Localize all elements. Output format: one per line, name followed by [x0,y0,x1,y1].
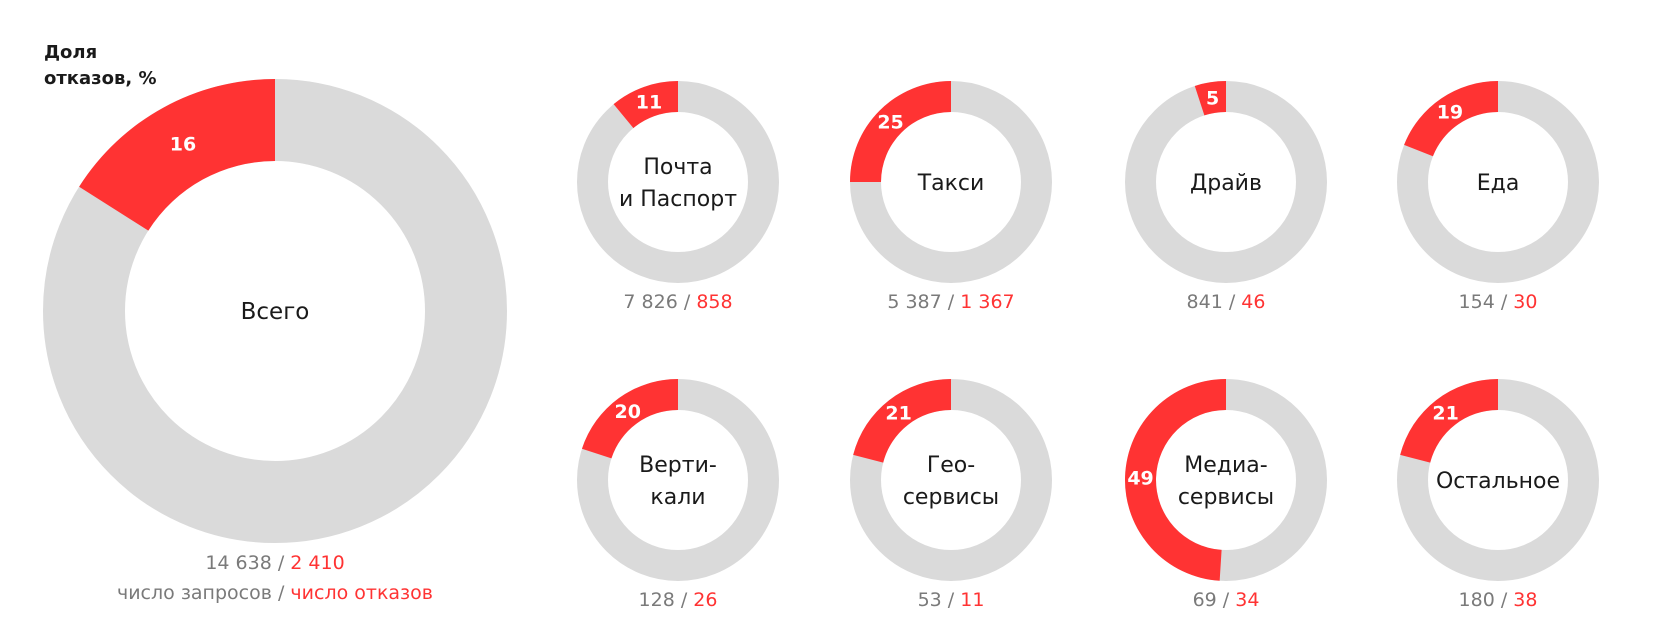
count-separator: / [942,291,960,313]
segment-label: Всего [241,299,310,325]
donut: 25 Такси 5 387 / 1 367 [850,81,1052,313]
refusal-slice [1124,379,1226,581]
refusals-count: 2 410 [290,552,344,574]
count-separator: / [1495,589,1513,611]
segment-label-line: сервисы [903,485,999,510]
refusal-slice [79,79,275,231]
chart-title-line: отказов, % [44,68,157,89]
percent-label: 21 [885,402,911,424]
requests-count: 69 [1193,589,1217,611]
refusals-count: 34 [1235,589,1259,611]
percent-label: 19 [1437,101,1463,123]
percent-label: 20 [615,401,641,423]
segment-label-line: Такси [917,171,985,196]
counts-label: 180 / 38 [1459,589,1538,611]
donut: 5 Драйв 841 / 46 [1125,81,1327,313]
percent-label: 25 [877,112,903,134]
segment-label-line: Верти- [639,453,717,478]
counts-label: 69 / 34 [1193,589,1260,611]
segment-label: Медиа-сервисы [1178,453,1274,510]
counts-label: 53 / 11 [918,589,985,611]
count-separator: / [942,589,960,611]
percent-label: 5 [1206,88,1219,110]
segment-label-line: сервисы [1178,485,1274,510]
refusal-slice [853,379,951,463]
counts-label: 14 638 / 2 410 [205,552,344,574]
refusal-slice [613,81,678,129]
segment-label: Верти-кали [639,453,717,510]
donut: 21 Гео-сервисы 53 / 11 [850,379,1052,611]
refusal-slice [1194,81,1226,116]
percent-label: 49 [1127,467,1153,489]
donut: 20 Верти-кали 128 / 26 [577,379,779,611]
counts-label: 7 826 / 858 [623,291,732,313]
segment-label: Остальное [1436,469,1560,494]
count-separator: / [1495,291,1513,313]
percent-label: 21 [1432,402,1458,424]
segment-label-line: Еда [1477,171,1520,196]
segment-label-line: Драйв [1190,171,1262,196]
percent-label: 16 [170,134,196,156]
donut: 19 Еда 154 / 30 [1397,81,1599,313]
requests-count: 7 826 [623,291,677,313]
segment-label: Еда [1477,171,1520,196]
donut: 16 Всего 14 638 / 2 410 [43,79,507,574]
segment-label: Почта и Паспорт [619,155,737,212]
count-separator: / [272,552,290,574]
segment-label-line: Всего [241,299,310,325]
donut-track [577,81,779,283]
counts-label: 154 / 30 [1459,291,1538,313]
requests-count: 5 387 [887,291,941,313]
requests-count: 53 [918,589,942,611]
segment-label: Гео-сервисы [903,453,999,510]
percent-label: 11 [636,92,662,114]
count-separator: / [1223,291,1241,313]
segment-label: Такси [917,171,985,196]
refusals-count: 46 [1241,291,1265,313]
legend-refusals: число отказов [290,582,433,604]
counts-label: 128 / 26 [639,589,718,611]
refusal-slice [1400,379,1498,463]
requests-count: 841 [1187,291,1223,313]
chart-title-line: Доля [44,42,97,63]
segment-label-line: и Паспорт [619,187,737,212]
donut: 11 Почта и Паспорт 7 826 / 858 [577,81,779,313]
refusals-count: 858 [696,291,732,313]
refusal-slice [581,379,678,459]
chart-title: Доля отказов, % [44,42,157,89]
segment-label-line: Остальное [1436,469,1560,494]
counts-label: 5 387 / 1 367 [887,291,1014,313]
segment-label-line: Медиа- [1184,453,1267,478]
refusals-count: 11 [960,589,984,611]
segment-label-line: Почта [643,155,712,180]
counts-label: 841 / 46 [1187,291,1266,313]
refusals-count: 1 367 [960,291,1014,313]
legend-requests: число запросов [117,582,272,604]
legend: число запросов / число отказов [117,582,433,604]
segment-label: Драйв [1190,171,1262,196]
count-separator: / [1217,589,1235,611]
count-separator: / [678,291,696,313]
segment-label-line: кали [650,485,705,510]
requests-count: 154 [1459,291,1495,313]
donut: 21 Остальное 180 / 38 [1397,379,1599,611]
refusals-count: 38 [1513,589,1537,611]
refusal-slice [1404,81,1498,157]
requests-count: 180 [1459,589,1495,611]
donut-group: 16 Всего 14 638 / 2 410 11 Почта и Паспорт 7 8… [43,79,1599,611]
segment-label-line: Гео- [927,453,975,478]
legend-separator: / [272,582,290,604]
requests-count: 128 [639,589,675,611]
refusal-slice [850,81,951,182]
requests-count: 14 638 [205,552,271,574]
count-separator: / [675,589,693,611]
donut: 49 Медиа-сервисы 69 / 34 [1124,379,1327,611]
refusals-count: 30 [1513,291,1537,313]
refusals-count: 26 [693,589,717,611]
